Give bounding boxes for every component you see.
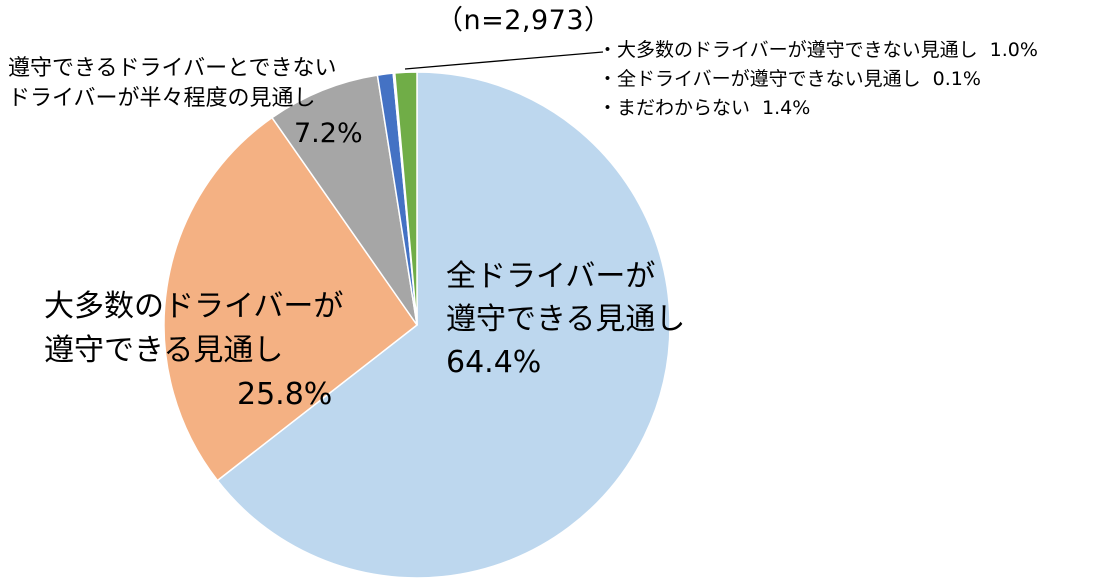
small-slice-label: ・まだわからない <box>598 97 751 119</box>
small-slice-label: ・大多数のドライバーが遵守できない見通し <box>598 39 978 61</box>
slice-label-majority-drivers: 大多数のドライバーが 遵守できる見通し 25.8% <box>44 285 343 417</box>
slice-label-line: 遵守できるドライバーとできない <box>8 56 337 81</box>
sample-size-label: （n=2,973） <box>436 5 612 36</box>
slice-value-label: 25.8% <box>237 377 333 412</box>
slice-label-all-drivers: 全ドライバーが 遵守できる見通し 64.4% <box>446 255 685 384</box>
small-slice-row: ・大多数のドライバーが遵守できない見通し 1.0% <box>598 36 1038 65</box>
leader-line <box>404 51 604 70</box>
pie-slice-0 <box>216 71 671 579</box>
small-slice-label: ・全ドライバーが遵守できない見通し <box>598 68 921 90</box>
slice-label-line: 遵守できる見通し <box>446 302 686 337</box>
small-slice-row: ・まだわからない 1.4% <box>598 94 1038 123</box>
small-slice-row: ・全ドライバーが遵守できない見通し 0.1% <box>598 65 1038 94</box>
slice-label-half-drivers: 遵守できるドライバーとできない ドライバーが半々程度の見通し 7.2% <box>8 54 363 154</box>
slice-label-line: ドライバーが半々程度の見通し <box>8 86 316 111</box>
small-slice-value: 1.4% <box>762 97 811 119</box>
small-slice-value: 1.0% <box>989 39 1038 61</box>
slice-value-label: 7.2% <box>294 118 363 149</box>
slice-label-line: 全ドライバーが <box>446 259 656 294</box>
pie-slices <box>163 71 671 579</box>
slice-value-label: 64.4% <box>446 345 542 380</box>
pie-slice-1 <box>163 116 419 482</box>
slice-label-line: 大多数のドライバーが <box>44 289 344 324</box>
pie-slice-5 <box>393 71 418 326</box>
small-slice-value: 0.1% <box>932 68 981 90</box>
slice-label-line: 遵守できる見通し <box>44 333 284 368</box>
small-slices-legend: ・大多数のドライバーが遵守できない見通し 1.0% ・全ドライバーが遵守できない見… <box>598 36 1038 123</box>
pie-slice-2 <box>271 74 418 326</box>
